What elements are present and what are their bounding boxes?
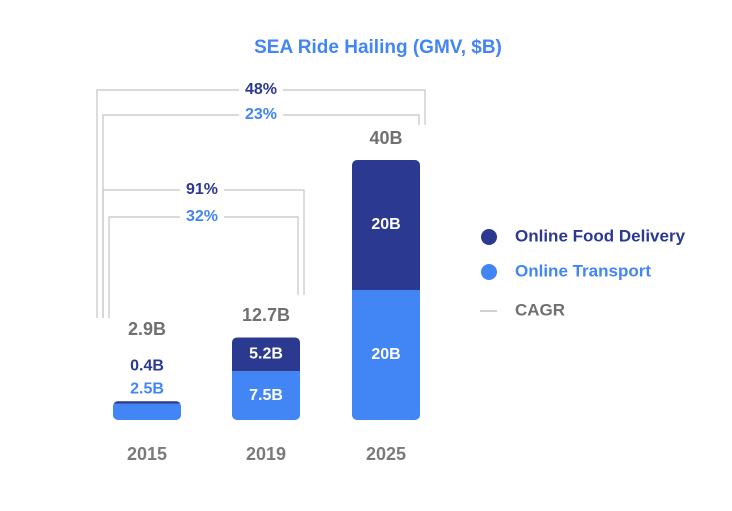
bar-segment	[113, 401, 181, 404]
bar-segment	[232, 371, 300, 420]
legend-label: Online Food Delivery	[515, 226, 686, 245]
total-label: 40B	[369, 128, 402, 148]
bar-segment	[352, 160, 420, 290]
legend-marker	[481, 229, 497, 245]
chart-title: SEA Ride Hailing (GMV, $B)	[254, 37, 502, 58]
total-label: 2.9B	[128, 319, 166, 339]
cagr-label-bg	[239, 81, 283, 99]
legend-marker	[481, 264, 497, 280]
bar-segment	[113, 403, 181, 420]
total-label: 12.7B	[242, 305, 290, 325]
legend-label: Online Transport	[515, 261, 651, 280]
legend-label: CAGR	[515, 300, 565, 319]
bar-segment	[232, 337, 300, 372]
cagr-label: 23%	[245, 106, 277, 123]
cagr-label: 32%	[186, 208, 218, 225]
value-label: 7.5B	[249, 387, 283, 404]
cagr-label: 48%	[245, 81, 277, 98]
value-label: 20B	[371, 216, 400, 233]
x-tick-label: 2025	[366, 444, 406, 464]
cagr-label: 91%	[186, 181, 218, 198]
value-label: 2.5B	[130, 380, 164, 397]
cagr-label-bg	[180, 208, 224, 226]
cagr-bracket	[108, 216, 299, 318]
cagr-label-bg	[239, 106, 283, 124]
x-tick-label: 2015	[127, 444, 167, 464]
value-label: 0.4B	[130, 357, 164, 374]
value-label: 5.2B	[249, 346, 283, 363]
x-tick-label: 2019	[246, 444, 286, 464]
value-label: 20B	[371, 346, 400, 363]
bar-segment	[352, 290, 420, 420]
cagr-label-bg	[180, 181, 224, 199]
